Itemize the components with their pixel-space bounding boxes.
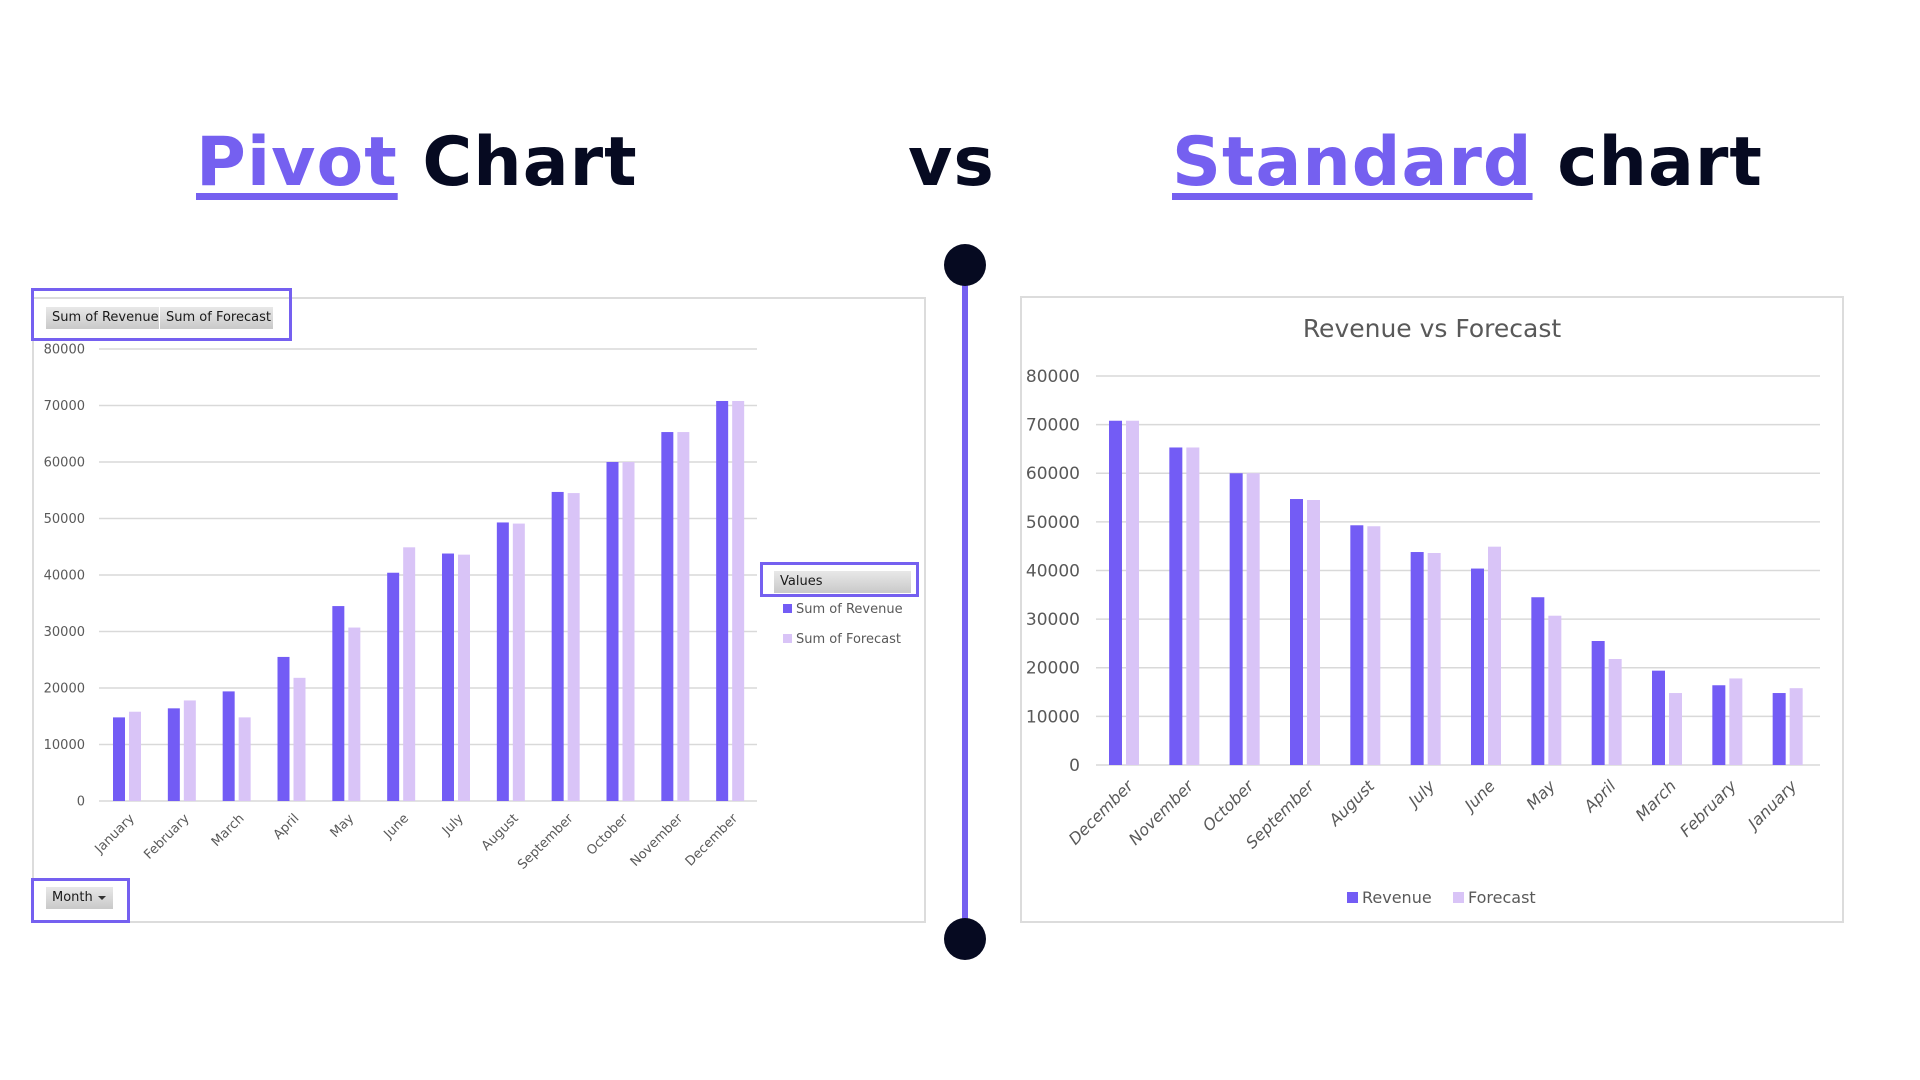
timeline-divider [962,266,968,940]
legend-field-button-values[interactable]: Values [774,571,911,593]
legend-item-forecast: Forecast [1453,888,1536,907]
pivot-legend-highlight [760,562,919,597]
revenue-swatch-icon [1347,892,1358,903]
dropdown-arrow-icon [98,896,106,900]
field-button-sum-of-forecast[interactable]: Sum of Forecast [160,307,273,329]
legend-item-sum-of-forecast: Sum of Forecast [783,632,901,647]
pivot-value-fields-highlight [31,288,292,341]
field-button-sum-of-revenue[interactable]: Sum of Revenue [46,307,159,329]
forecast-swatch-icon [783,634,792,643]
pivot-axis-field-highlight [31,878,130,923]
standard-chart-heading: Standard chart [1172,118,1763,208]
divider-dot-top [944,244,986,286]
divider-dot-bottom [944,918,986,960]
standard-heading-accent: Standard [1172,123,1533,202]
standard-heading-rest: chart [1532,123,1763,202]
axis-field-button-month[interactable]: Month [46,887,113,909]
legend-item-revenue: Revenue [1347,888,1432,907]
forecast-swatch-icon [1453,892,1464,903]
revenue-swatch-icon [783,604,792,613]
standard-chart-title: Revenue vs Forecast [1302,314,1562,343]
pivot-heading-rest: Chart [397,123,638,202]
pivot-heading-accent: Pivot [196,123,398,202]
vs-heading: vs [908,123,995,202]
standard-chart-area[interactable] [1020,296,1844,923]
pivot-chart-area[interactable] [32,297,926,923]
pivot-chart-heading: Pivot Chart [196,118,638,208]
legend-item-sum-of-revenue: Sum of Revenue [783,602,903,617]
